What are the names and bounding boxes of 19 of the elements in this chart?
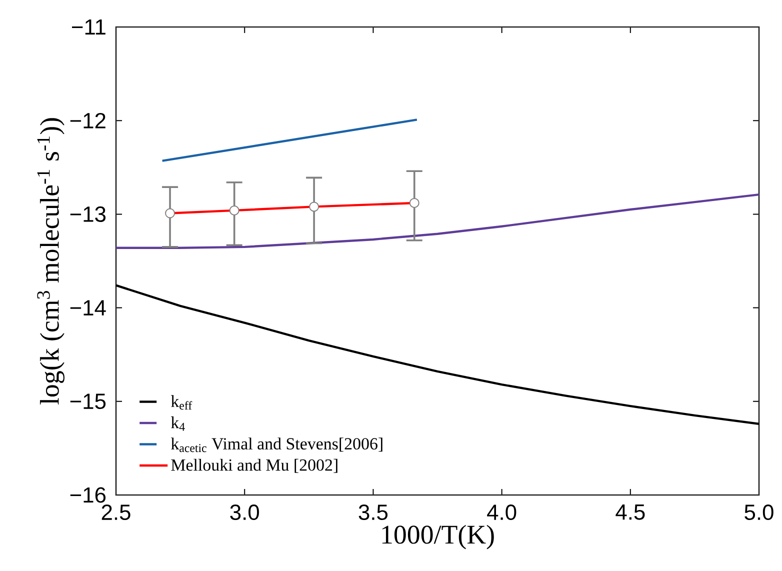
x-tick-label: 4.0 (487, 504, 516, 520)
y-axis-title: log(k (cm$^{3}$ molecule$^{-1}$ s$^{-1}$)) (37, 118, 64, 404)
y-tick-label: −11 (72, 19, 106, 35)
legend-label: k$_{4}$ (171, 416, 185, 431)
line-series (116, 193, 760, 249)
y-tick-label: −13 (70, 206, 106, 222)
legend-label: Mellouki and Mu [2002] (171, 458, 338, 473)
legend-label: k$_{eff}$ (171, 395, 192, 410)
legend-label: k$_{acetic}$ Vimal and Stevens[2006] (171, 438, 382, 452)
x-tick-label: 4.5 (616, 504, 645, 520)
x-tick-label: 3.5 (358, 504, 388, 520)
y-tick-label: −14 (70, 300, 106, 316)
x-tick-label: 5.0 (744, 504, 774, 520)
x-tick-label: 3.0 (230, 504, 259, 520)
y-tick-label: −16 (70, 487, 106, 503)
y-tick-label: −12 (70, 112, 106, 128)
y-tick-label: −15 (70, 394, 106, 410)
x-tick-label: 2.5 (102, 504, 130, 520)
x-axis-title: 1000/T(K) (382, 524, 494, 550)
